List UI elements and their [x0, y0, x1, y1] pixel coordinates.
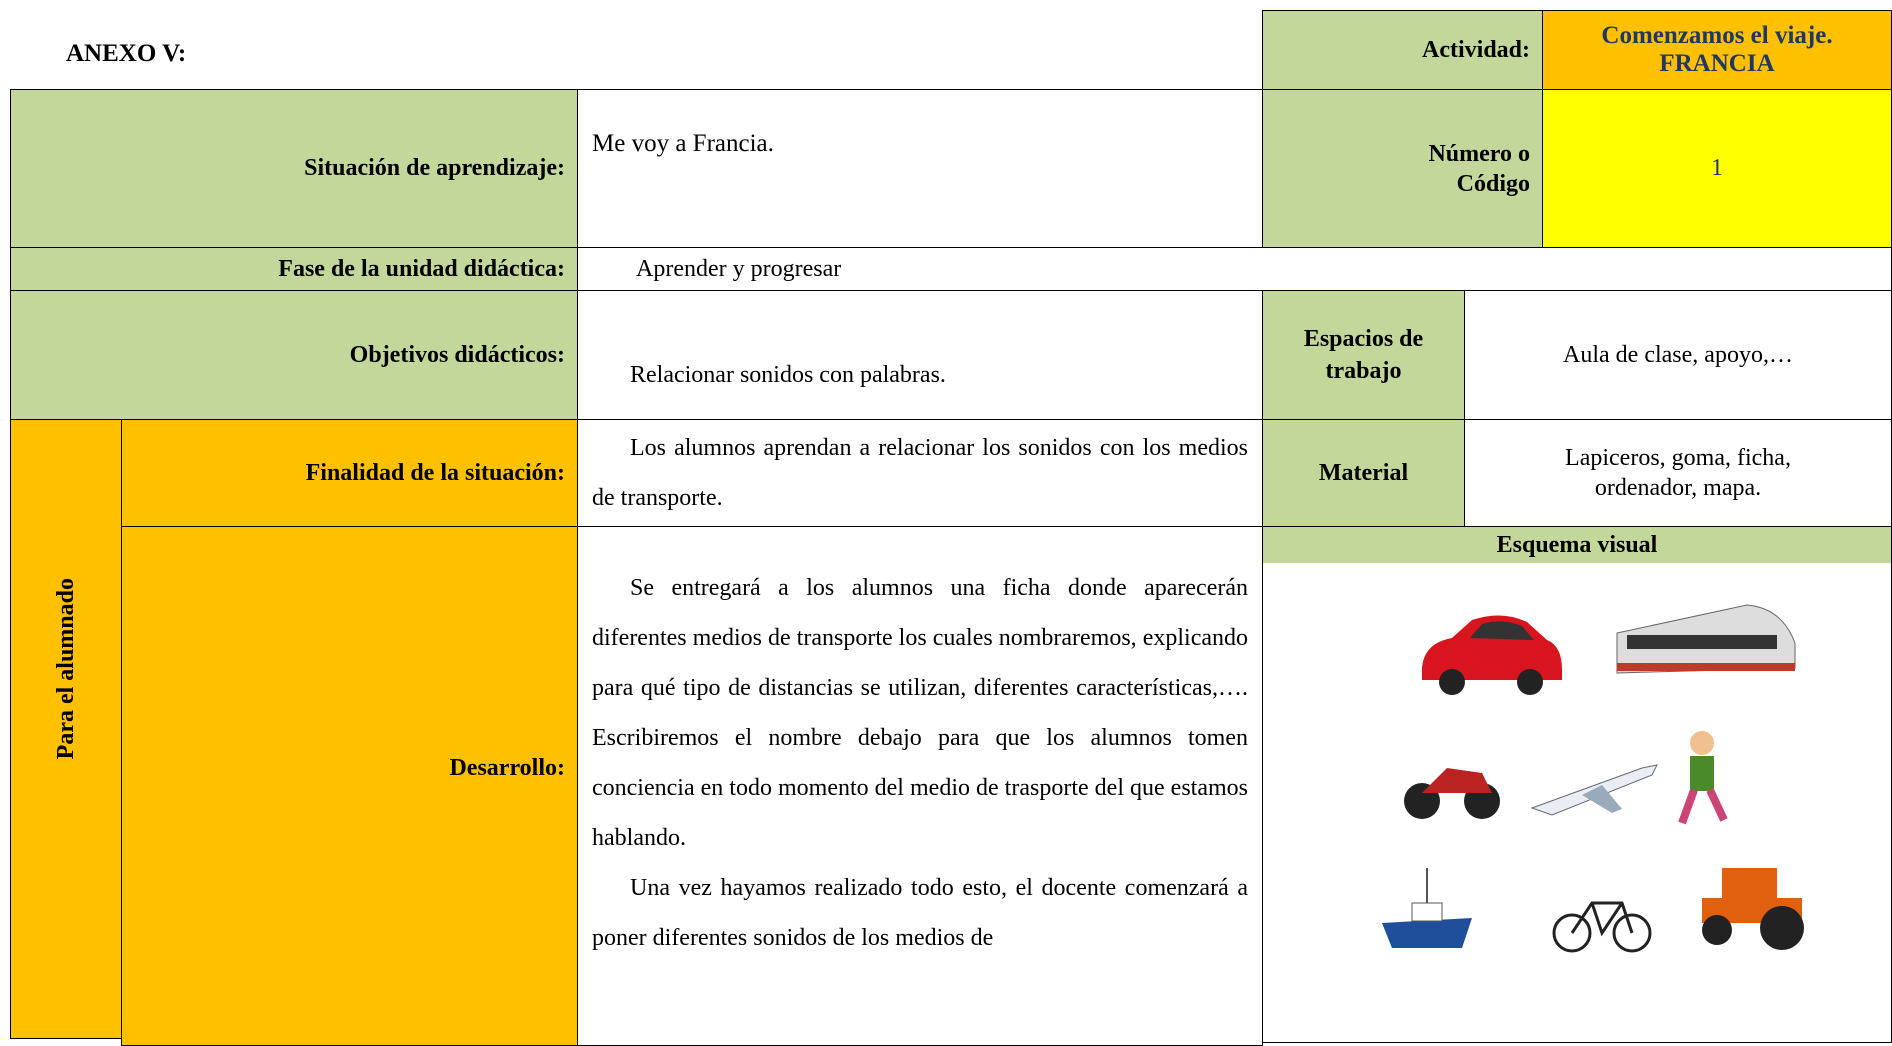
- walker-icon: [1678, 731, 1728, 825]
- development-cell: Se entregará a los alumnos una ficha don…: [577, 526, 1263, 1046]
- tractor-icon: [1702, 868, 1804, 950]
- transport-images: [1382, 604, 1804, 953]
- code-label: Número o Código: [1262, 89, 1543, 248]
- objectives-value: Relacionar sonidos con palabras.: [577, 290, 1263, 420]
- phase-label: Fase de la unidad didáctica:: [10, 247, 578, 291]
- purpose-cell: Los alumnos aprendan a relacionar los so…: [577, 419, 1263, 527]
- visual-label: Esquema visual: [1262, 526, 1892, 564]
- side-label: Para el alumnado: [52, 578, 79, 760]
- train-icon: [1616, 604, 1796, 674]
- spaces-value: Aula de clase, apoyo,…: [1464, 290, 1892, 420]
- development-paragraph: Una vez hayamos realizado todo esto, el …: [592, 875, 1248, 951]
- phase-value: Aprender y progresar: [577, 247, 1892, 291]
- boat-icon: [1382, 868, 1472, 948]
- title: ANEXO V:: [66, 40, 187, 67]
- motorcycle-icon: [1404, 768, 1500, 819]
- activity-label: Actividad:: [1262, 10, 1543, 90]
- situation-value: Me voy a Francia.: [577, 89, 1263, 248]
- material-label: Material: [1262, 419, 1465, 527]
- side-label-cell: Para el alumnado: [10, 419, 122, 1039]
- material-value: Lapiceros, goma, ficha, ordenador, mapa.: [1464, 419, 1892, 527]
- spaces-label: Espacios de trabajo: [1262, 290, 1465, 420]
- objectives-label: Objetivos didácticos:: [10, 290, 578, 420]
- plane-icon: [1530, 764, 1658, 816]
- purpose-label: Finalidad de la situación:: [121, 419, 578, 527]
- development-label: Desarrollo:: [121, 526, 578, 1046]
- car-icon: [1422, 615, 1562, 695]
- purpose-value: Los alumnos aprendan a relacionar los so…: [592, 435, 1248, 511]
- situation-label: Situación de aprendizaje:: [10, 89, 578, 248]
- code-value: 1: [1542, 89, 1892, 248]
- activity-value: Comenzamos el viaje. FRANCIA: [1542, 10, 1892, 90]
- development-paragraph: Se entregará a los alumnos una ficha don…: [592, 575, 1248, 851]
- page: {"header":{"title":"ANEXO V:","activity_…: [10, 10, 1892, 1046]
- bicycle-icon: [1552, 901, 1652, 953]
